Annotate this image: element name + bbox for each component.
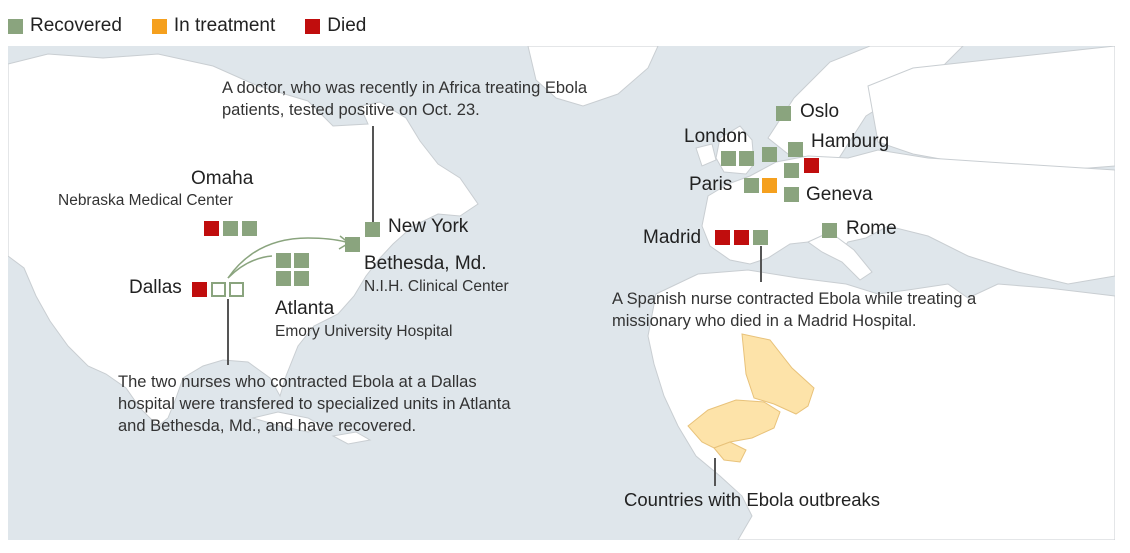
paris-recovered-marker	[744, 178, 759, 193]
bethesda-label: Bethesda, Md.	[364, 253, 487, 274]
new-york-leader-line	[372, 126, 374, 222]
legend-label-recovered: Recovered	[30, 15, 122, 36]
hispaniola-landmass	[331, 431, 372, 445]
madrid-label: Madrid	[643, 227, 702, 248]
dallas-leader-line	[227, 299, 229, 365]
outbreak-leader-line	[714, 458, 716, 486]
madrid-died-marker-2	[734, 230, 749, 245]
atlanta-label: Atlanta	[275, 298, 335, 319]
atlanta-sublabel: Emory University Hospital	[275, 323, 453, 340]
rome-label: Rome	[846, 218, 897, 239]
map-base	[8, 46, 1115, 540]
transfer-arrow-branch	[227, 255, 273, 279]
africa-landmass	[647, 269, 1115, 540]
geneva-label: Geneva	[806, 184, 873, 205]
europe-died-marker	[804, 158, 819, 173]
dallas-label: Dallas	[129, 277, 182, 298]
bethesda-sublabel: N.I.H. Clinical Center	[364, 278, 509, 295]
hamburg-recovered-marker	[788, 142, 803, 157]
legend-item-recovered: Recovered	[8, 15, 122, 37]
bethesda-recovered-marker	[345, 237, 360, 252]
new-york-recovered-marker	[365, 222, 380, 237]
greenland-landmass	[527, 46, 659, 107]
atlanta-recovered-marker-1	[276, 253, 291, 268]
omaha-recovered-marker-2	[242, 221, 257, 236]
outbreak-mali-region	[741, 333, 815, 415]
hamburg-label: Hamburg	[811, 131, 890, 152]
madrid-died-marker-1	[715, 230, 730, 245]
paris-treatment-marker	[762, 178, 777, 193]
legend: Recovered In treatment Died	[8, 14, 396, 38]
new-york-label: New York	[388, 216, 469, 237]
transfer-arrow	[227, 237, 347, 279]
london-label: London	[684, 126, 748, 147]
atlanta-recovered-marker-2	[294, 253, 309, 268]
omaha-died-marker	[204, 221, 219, 236]
geneva-recovered-marker	[784, 187, 799, 202]
new-york-note: A doctor, who was recently in Africa tre…	[222, 79, 588, 119]
madrid-note: A Spanish nurse contracted Ebola while t…	[612, 290, 977, 330]
europe-landmass	[701, 149, 1115, 285]
europe-recovered-marker-2	[784, 163, 799, 178]
london-recovered-marker-1	[721, 151, 736, 166]
cuba-landmass	[251, 411, 328, 433]
omaha-label: Omaha	[191, 168, 254, 189]
dallas-note: The two nurses who contracted Ebola at a…	[118, 373, 511, 435]
atlanta-recovered-marker-3	[276, 271, 291, 286]
rome-recovered-marker	[822, 223, 837, 238]
died-swatch-icon	[305, 18, 321, 34]
atlanta-recovered-marker-4	[294, 271, 309, 286]
oslo-label: Oslo	[800, 101, 840, 122]
map: Omaha Nebraska Medical Center Dallas Atl…	[8, 46, 1115, 540]
ireland-landmass	[695, 143, 717, 167]
london-recovered-marker-2	[739, 151, 754, 166]
dallas-transferred-marker-2	[229, 282, 244, 297]
legend-item-died: Died	[305, 15, 366, 37]
paris-label: Paris	[689, 174, 733, 195]
dallas-transferred-marker-1	[211, 282, 226, 297]
omaha-sublabel: Nebraska Medical Center	[58, 192, 233, 209]
omaha-recovered-marker-1	[223, 221, 238, 236]
oslo-recovered-marker	[776, 106, 791, 121]
outbreak-liberia-region	[713, 441, 747, 463]
outbreak-label: Countries with Ebola outbreaks	[624, 489, 881, 510]
legend-label-died: Died	[327, 15, 367, 36]
north-america-landmass	[8, 53, 479, 427]
legend-label-in-treatment: In treatment	[173, 15, 276, 36]
madrid-leader-line	[760, 246, 762, 282]
dallas-died-marker	[192, 282, 207, 297]
recovered-swatch-icon	[8, 18, 23, 34]
europe-recovered-marker-1	[762, 147, 777, 162]
legend-item-in-treatment: In treatment	[151, 15, 276, 37]
outbreak-west-africa-region	[687, 399, 781, 449]
in-treatment-swatch-icon	[151, 18, 167, 34]
madrid-recovered-marker	[753, 230, 768, 245]
